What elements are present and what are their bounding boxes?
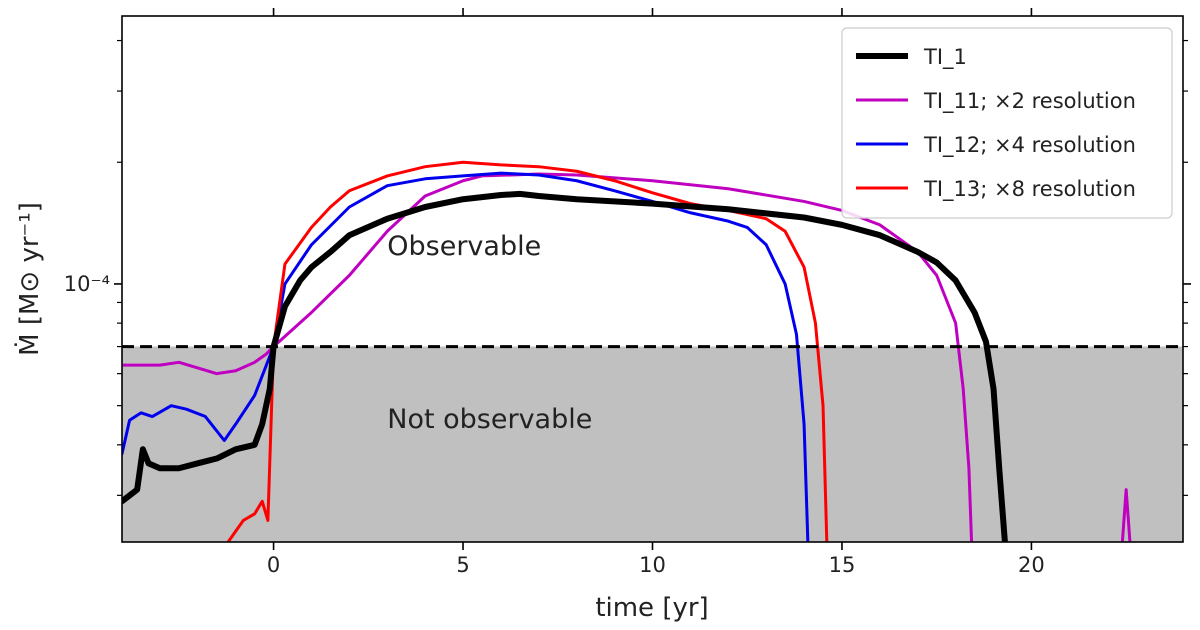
legend-label-ti-13-8-resolution: TI_13; ×8 resolution	[923, 177, 1136, 202]
series-spike-ti-11-2-resolution	[1120, 488, 1132, 542]
x-tick-label-20: 20	[1018, 553, 1045, 577]
x-tick-label-15: 15	[829, 553, 856, 577]
observable-label: Observable	[387, 231, 541, 262]
y-tick-label-0: 10⁻⁴	[64, 272, 110, 296]
x-tick-label-10: 10	[639, 553, 666, 577]
legend-label-ti-12-4-resolution: TI_12; ×4 resolution	[923, 133, 1136, 158]
x-tick-label-0: 0	[267, 553, 280, 577]
legend-label-ti-11-2-resolution: TI_11; ×2 resolution	[923, 89, 1136, 114]
plot-area: Observable Not observable	[122, 160, 1183, 542]
y-axis-label: Ṁ [M⊙ yr⁻¹]	[13, 202, 45, 356]
series-line-ti-12-4-resolution	[122, 171, 810, 542]
series-line-ti-1	[122, 190, 1008, 542]
x-tick-label-5: 5	[456, 553, 469, 577]
x-axis-label: time [yr]	[595, 593, 708, 623]
not-observable-region	[122, 346, 1183, 542]
axis-ticks: 0 5 10 15 20 10⁻⁴	[64, 8, 1191, 577]
series-line-ti-11-2-resolution	[122, 172, 974, 542]
series-line-ti-13-8-resolution	[226, 160, 829, 542]
legend-box	[841, 27, 1173, 219]
legend-label-ti-1: TI_1	[923, 45, 967, 70]
legend: TI_1 TI_11; ×2 resolution TI_12; ×4 resolu…	[841, 27, 1173, 219]
not-observable-label: Not observable	[387, 404, 592, 435]
